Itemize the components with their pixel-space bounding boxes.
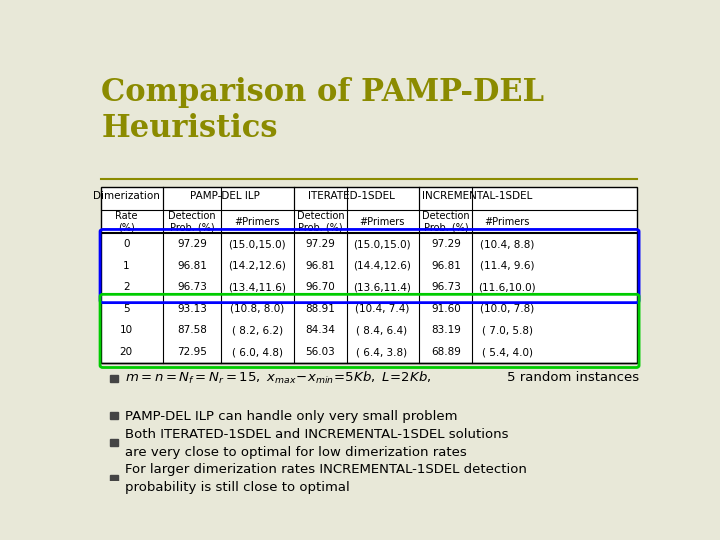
Text: Dimerization: Dimerization (93, 191, 160, 201)
Text: 83.19: 83.19 (431, 326, 461, 335)
FancyBboxPatch shape (109, 475, 119, 482)
Text: ( 8.2, 6.2): ( 8.2, 6.2) (232, 326, 283, 335)
Text: #Primers: #Primers (359, 217, 405, 227)
Text: 2: 2 (123, 282, 130, 292)
Text: (14.2,12.6): (14.2,12.6) (228, 261, 287, 271)
Text: 96.81: 96.81 (177, 261, 207, 271)
Text: 97.29: 97.29 (431, 239, 461, 249)
Text: (15.0,15.0): (15.0,15.0) (353, 239, 410, 249)
Text: 96.81: 96.81 (305, 261, 336, 271)
Text: $m=n=N_f=N_r=15,\ x_{max}\!-\!x_{min}\!=\!5Kb,\ L\!=\!2Kb,$: $m=n=N_f=N_r=15,\ x_{max}\!-\!x_{min}\!=… (125, 370, 431, 386)
Text: 97.29: 97.29 (305, 239, 336, 249)
Text: PAMP-DEL ILP: PAMP-DEL ILP (190, 191, 260, 201)
Text: #Primers: #Primers (485, 217, 530, 227)
Text: (13.6,11.4): (13.6,11.4) (353, 282, 411, 292)
Text: 56.03: 56.03 (305, 347, 336, 357)
Text: 1: 1 (123, 261, 130, 271)
Text: ( 5.4, 4.0): ( 5.4, 4.0) (482, 347, 533, 357)
Text: 96.73: 96.73 (431, 282, 461, 292)
Text: 96.70: 96.70 (305, 282, 336, 292)
Text: 5: 5 (123, 304, 130, 314)
FancyBboxPatch shape (109, 413, 119, 419)
Text: Detection
Prob. (%): Detection Prob. (%) (168, 211, 216, 233)
FancyBboxPatch shape (109, 375, 119, 382)
Text: 88.91: 88.91 (305, 304, 336, 314)
Text: #Primers: #Primers (235, 217, 280, 227)
Text: For larger dimerization rates INCREMENTAL-1SDEL detection
probability is still c: For larger dimerization rates INCREMENTA… (125, 463, 527, 494)
Text: ( 6.0, 4.8): ( 6.0, 4.8) (232, 347, 283, 357)
Text: 84.34: 84.34 (305, 326, 336, 335)
Text: 68.89: 68.89 (431, 347, 461, 357)
Text: 96.73: 96.73 (177, 282, 207, 292)
Text: Both ITERATED-1SDEL and INCREMENTAL-1SDEL solutions
are very close to optimal fo: Both ITERATED-1SDEL and INCREMENTAL-1SDE… (125, 428, 508, 458)
Text: (10.4, 8.8): (10.4, 8.8) (480, 239, 534, 249)
Text: INCREMENTAL-1SDEL: INCREMENTAL-1SDEL (421, 191, 532, 201)
Text: 93.13: 93.13 (177, 304, 207, 314)
Text: (11.6,10.0): (11.6,10.0) (479, 282, 536, 292)
Text: (10.0, 7.8): (10.0, 7.8) (480, 304, 534, 314)
Text: ( 6.4, 3.8): ( 6.4, 3.8) (356, 347, 408, 357)
FancyBboxPatch shape (101, 187, 637, 363)
Text: (10.8, 8.0): (10.8, 8.0) (230, 304, 284, 314)
Text: PAMP-DEL ILP can handle only very small problem: PAMP-DEL ILP can handle only very small … (125, 410, 458, 423)
Text: Detection
Prob. (%): Detection Prob. (%) (422, 211, 470, 233)
Text: (11.4, 9.6): (11.4, 9.6) (480, 261, 535, 271)
Text: 20: 20 (120, 347, 132, 357)
Text: (14.4,12.6): (14.4,12.6) (353, 261, 411, 271)
Text: Rate
(%): Rate (%) (115, 211, 138, 233)
Text: (10.4, 7.4): (10.4, 7.4) (355, 304, 409, 314)
Text: (13.4,11.6): (13.4,11.6) (228, 282, 287, 292)
Text: 97.29: 97.29 (177, 239, 207, 249)
Text: 96.81: 96.81 (431, 261, 461, 271)
Text: 87.58: 87.58 (177, 326, 207, 335)
Text: (15.0,15.0): (15.0,15.0) (228, 239, 287, 249)
Text: Comparison of PAMP-DEL
Heuristics: Comparison of PAMP-DEL Heuristics (101, 77, 544, 144)
FancyBboxPatch shape (109, 440, 119, 446)
Text: ( 7.0, 5.8): ( 7.0, 5.8) (482, 326, 533, 335)
Text: Detection
Prob. (%): Detection Prob. (%) (297, 211, 344, 233)
Text: 5 random instances: 5 random instances (508, 372, 639, 384)
Text: 10: 10 (120, 326, 132, 335)
Text: ITERATED-1SDEL: ITERATED-1SDEL (307, 191, 395, 201)
Text: ( 8.4, 6.4): ( 8.4, 6.4) (356, 326, 408, 335)
Text: 91.60: 91.60 (431, 304, 461, 314)
Text: 72.95: 72.95 (177, 347, 207, 357)
Text: 0: 0 (123, 239, 130, 249)
